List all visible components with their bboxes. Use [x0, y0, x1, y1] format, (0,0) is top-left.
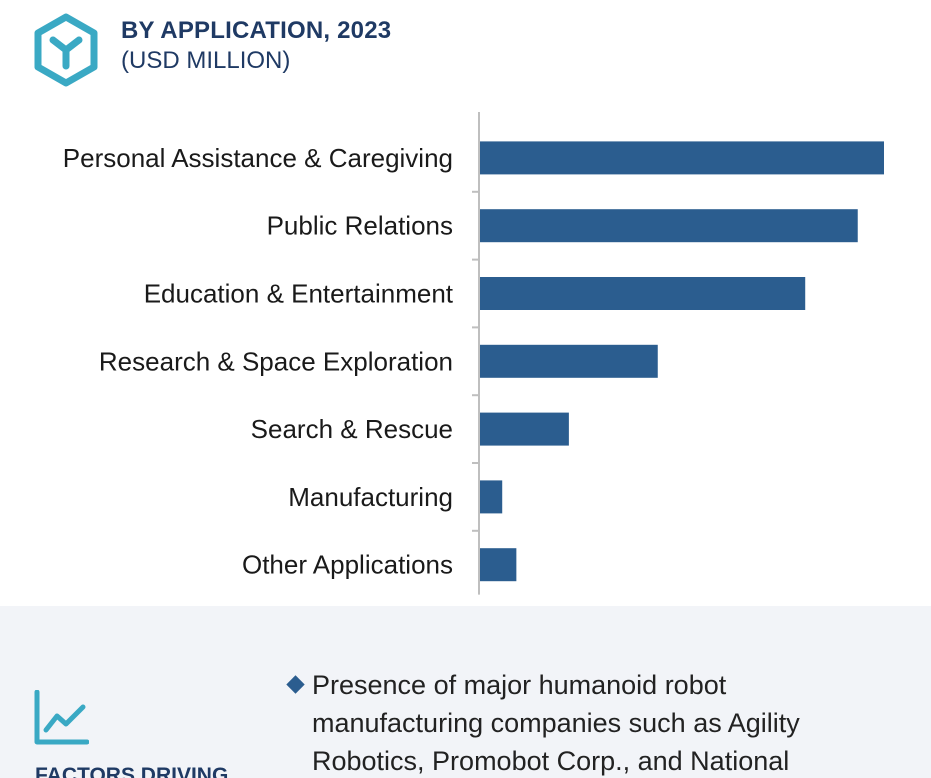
trend-line-icon [34, 690, 89, 745]
factors-panel: FACTORS DRIVING Presence of major humano… [0, 606, 931, 778]
bar-6 [480, 548, 517, 582]
category-label-4: Search & Rescue [251, 414, 453, 444]
bar-1 [480, 209, 858, 243]
bar-chart: Personal Assistance & Caregiving Public R… [63, 112, 884, 595]
bar-5 [480, 480, 503, 514]
bar-0 [480, 141, 884, 175]
category-label-5: Manufacturing [288, 482, 453, 512]
chart-title: BY APPLICATION, 2023 [121, 17, 392, 44]
chart-header: BY APPLICATION, 2023 (USD MILLION) [0, 0, 931, 100]
diamond-bullet-icon [286, 675, 305, 694]
chart-subtitle: (USD MILLION) [121, 47, 291, 74]
bar-3 [480, 344, 658, 378]
category-label-3: Research & Space Exploration [99, 346, 453, 376]
factors-heading: FACTORS DRIVING [35, 764, 229, 778]
category-label-0: Personal Assistance & Caregiving [63, 143, 453, 173]
hexagon-logo-icon [34, 13, 98, 87]
factor-bullet-text: Presence of major humanoid robot manufac… [312, 670, 800, 776]
bar-4 [480, 412, 569, 446]
category-label-6: Other Applications [242, 550, 453, 580]
category-label-1: Public Relations [267, 211, 453, 241]
bar-2 [480, 277, 806, 310]
category-label-2: Education & Entertainment [144, 279, 454, 309]
